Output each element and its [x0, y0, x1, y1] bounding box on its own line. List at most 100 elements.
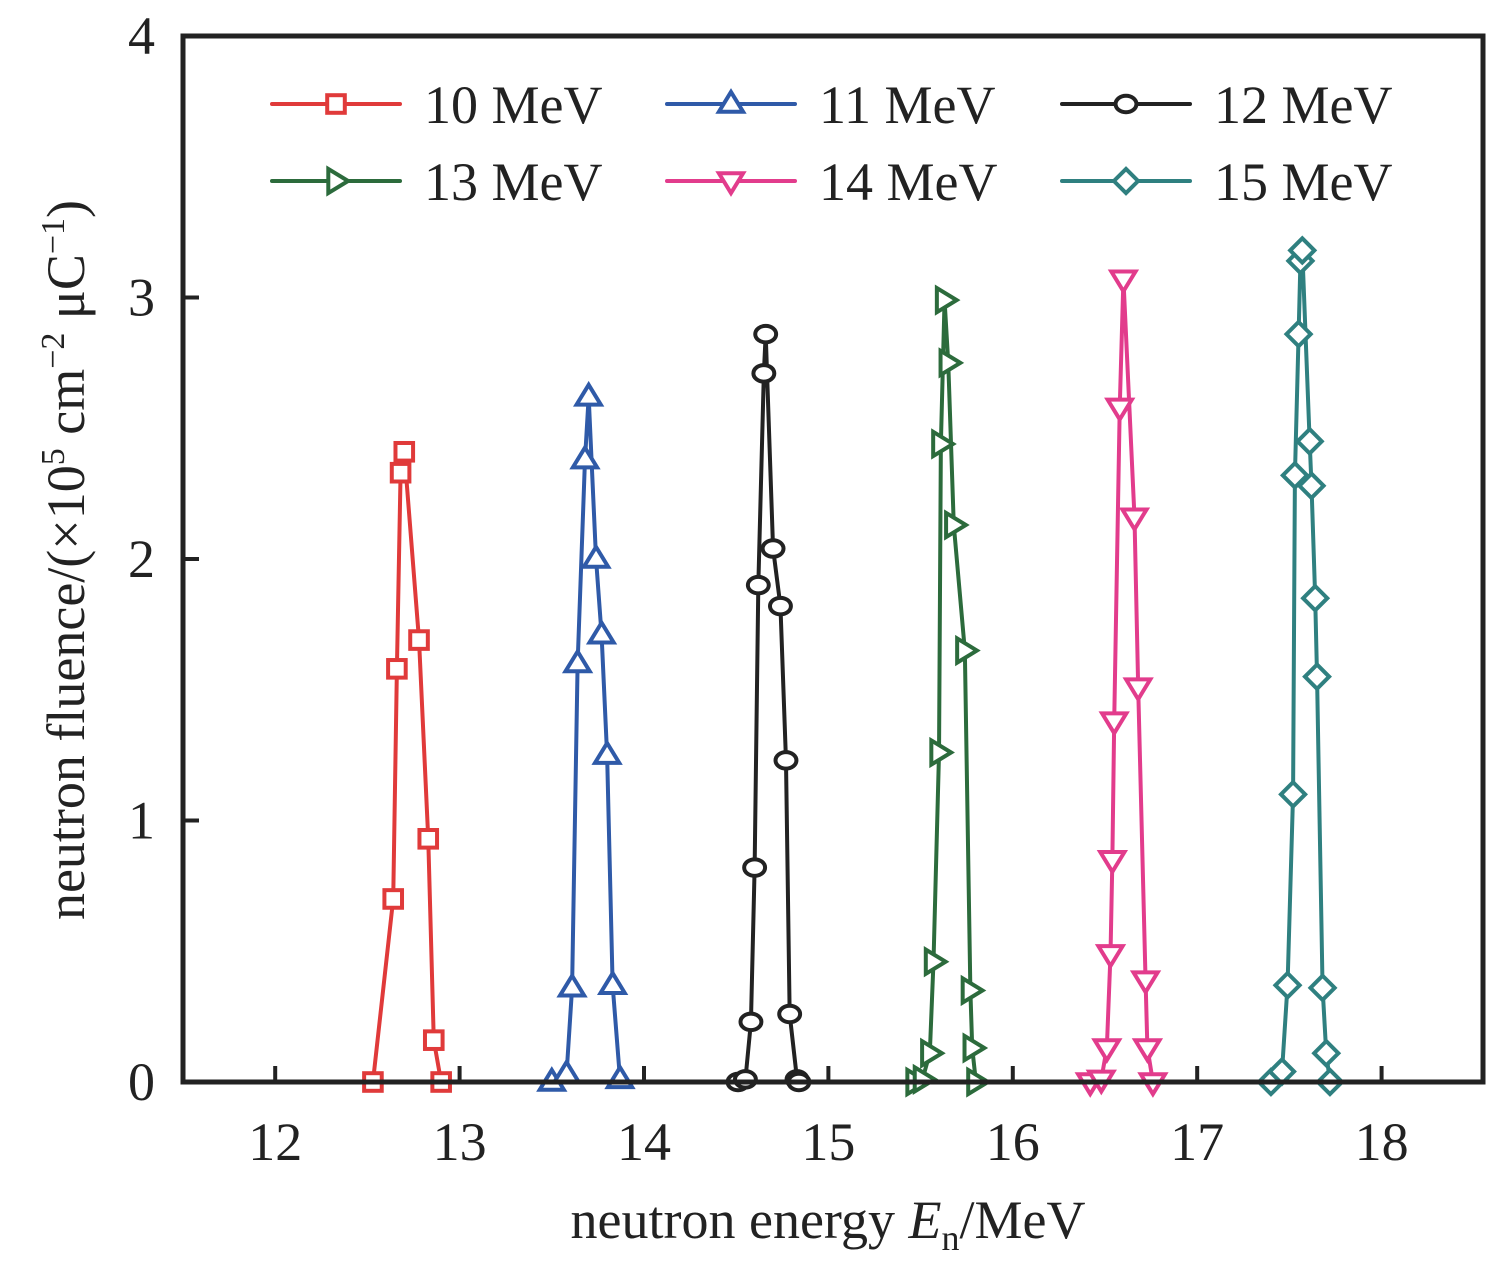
data-point — [773, 750, 799, 771]
legend-item: 12 MeV — [1060, 75, 1392, 135]
data-point — [745, 574, 771, 596]
data-point — [1094, 944, 1127, 970]
data-point — [732, 1069, 758, 1090]
legend: 10 MeV 11 MeV 12 MeV 13 MeV 14 MeV 15 MeV — [270, 75, 1392, 212]
data-point — [1283, 319, 1314, 350]
legend-label: 13 MeV — [424, 152, 602, 212]
y-tick-label: 1 — [128, 791, 155, 851]
data-point — [751, 363, 777, 384]
x-tick-label: 14 — [617, 1112, 671, 1172]
legend-label: 10 MeV — [424, 75, 602, 135]
data-point — [1104, 397, 1136, 424]
y-axis-title-text: neutron fluence/(×10 — [36, 465, 96, 920]
data-point — [1091, 1038, 1123, 1064]
data-point — [393, 440, 416, 463]
data-point — [1296, 470, 1327, 501]
data-point — [1287, 235, 1318, 266]
data-point — [408, 629, 430, 651]
data-point — [569, 443, 601, 470]
y-tick-label: 3 — [128, 268, 155, 328]
data-point — [1272, 970, 1303, 1001]
x-tick-label: 16 — [986, 1112, 1040, 1172]
y-axis-title: neutron fluence/(×105 cm−2 μC−1) — [35, 200, 96, 920]
series-line — [737, 332, 801, 1084]
y-tick-label: 0 — [128, 1052, 155, 1112]
x-tick-label: 13 — [433, 1112, 487, 1172]
legend-item: 10 MeV — [270, 75, 602, 135]
data-point — [561, 647, 594, 674]
series-13-mev — [905, 284, 992, 1098]
data-point — [1302, 661, 1332, 692]
data-point — [417, 828, 440, 850]
data-point — [580, 543, 612, 569]
data-point — [1122, 677, 1154, 704]
y-axis-title-sup3: −1 — [35, 218, 72, 254]
data-point — [1107, 269, 1140, 296]
series-12-mev — [725, 323, 812, 1093]
legend-item: 14 MeV — [665, 152, 997, 212]
data-point — [760, 538, 786, 559]
legend-label: 12 MeV — [1214, 75, 1392, 135]
data-point — [934, 284, 961, 316]
y-tick-label: 4 — [128, 6, 155, 66]
data-point — [596, 969, 629, 995]
legend-marker-triangle-up-icon — [715, 88, 747, 114]
data-point — [1279, 460, 1310, 491]
y-axis-title-mid: cm — [36, 369, 96, 448]
data-point — [742, 857, 768, 878]
data-point — [386, 658, 408, 680]
data-point — [422, 1029, 445, 1051]
legend-marker-square-icon — [325, 93, 347, 115]
data-point — [960, 974, 987, 1007]
legend-item: 11 MeV — [665, 75, 995, 135]
data-point — [1131, 1038, 1164, 1064]
data-point — [920, 1037, 946, 1069]
series-15-mev — [1256, 235, 1345, 1097]
legend-marker-triangle-right-icon — [326, 165, 352, 197]
data-point — [1098, 711, 1130, 738]
y-tick-label: 2 — [128, 529, 155, 589]
x-axis-title-suffix: /MeV — [959, 1190, 1085, 1250]
data-point — [929, 736, 955, 769]
x-tick-label: 18 — [1355, 1112, 1409, 1172]
legend-marker-circle-icon — [1113, 93, 1139, 115]
data-point — [573, 380, 605, 407]
data-point — [738, 1011, 764, 1033]
data-point — [931, 428, 957, 460]
x-tick-label: 12 — [248, 1112, 302, 1172]
x-axis-title-var: E — [907, 1190, 941, 1250]
data-point — [923, 946, 950, 978]
data-point — [753, 323, 779, 345]
data-point — [955, 634, 981, 667]
data-point — [389, 461, 412, 484]
data-point — [1300, 583, 1331, 614]
data-point — [550, 1058, 583, 1084]
data-point — [777, 1003, 803, 1025]
y-axis-title-end: ) — [36, 200, 96, 218]
y-axis-title-mid2: μC — [36, 254, 96, 332]
legend-marker-diamond-icon — [1111, 166, 1141, 196]
data-point — [591, 739, 623, 765]
data-point — [585, 618, 618, 645]
data-point — [944, 509, 970, 541]
data-point — [938, 347, 965, 379]
data-point — [1129, 970, 1162, 996]
series-14-mev — [1074, 269, 1169, 1098]
series-11-mev — [536, 380, 636, 1092]
data-point — [1307, 972, 1338, 1003]
legend-item: 15 MeV — [1060, 152, 1392, 212]
x-axis-title: neutron energy En/MeV — [571, 1190, 1086, 1258]
x-axis-title-prefix: neutron energy — [571, 1190, 909, 1250]
data-point — [1294, 426, 1325, 457]
legend-marker-triangle-down-icon — [715, 171, 747, 197]
x-tick-label: 17 — [1170, 1112, 1224, 1172]
data-point — [1096, 850, 1129, 876]
series-line — [370, 449, 444, 1083]
legend-label: 14 MeV — [819, 152, 997, 212]
x-tick-label: 15 — [801, 1112, 855, 1172]
data-point — [382, 888, 405, 910]
data-point — [962, 1032, 989, 1064]
data-point — [1118, 507, 1151, 534]
